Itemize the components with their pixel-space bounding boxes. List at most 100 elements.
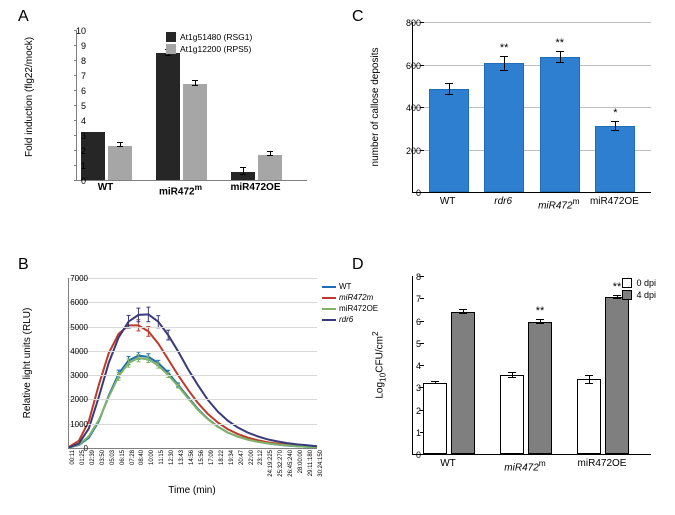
significance-marker: * <box>595 107 635 119</box>
panel-b-ytick: 2000 <box>48 395 88 404</box>
panel-b-xtick: 20:47 <box>239 450 245 465</box>
panel-d-legend: 0 dpi 4 dpi <box>622 278 656 302</box>
panel-b-xtick: 05:03 <box>110 450 116 465</box>
panel-c-xlabel: miR472OE <box>586 196 642 207</box>
panel-d-ytick: 7 <box>385 294 421 304</box>
panel-d-ytick: 6 <box>385 317 421 327</box>
panel-d-ytick: 1 <box>385 428 421 438</box>
legend-item: 0 dpi <box>622 278 656 288</box>
panel-b-xtick: 02:39 <box>90 450 96 465</box>
panel-c-ytick: 600 <box>385 61 421 71</box>
panel-b-xtick: 07:28 <box>130 450 136 465</box>
panel-b-xtick: 13:43 <box>179 450 185 465</box>
panel-b: Relative light units (RLU) 00:1101:2502:… <box>22 270 338 505</box>
significance-marker: ** <box>484 42 524 54</box>
panel-b-ytick: 7000 <box>48 274 88 283</box>
panel-b-plot <box>68 278 317 449</box>
panel-b-lines <box>69 278 317 448</box>
panel-b-xtick: 15:56 <box>199 450 205 465</box>
panel-b-xtick: 30:24:150 <box>318 450 324 477</box>
panel-a-ytick: 9 <box>52 41 86 51</box>
panel-c-xlabel: miR472m <box>531 196 587 211</box>
panel-a-ytick: 4 <box>52 116 86 126</box>
panel-b-xtick: 25:32:270 <box>278 450 284 477</box>
panel-c-xlabel: WT <box>420 196 476 207</box>
panel-b-xtick: 06:15 <box>120 450 126 465</box>
panel-a-ylabel: Fold induction (flg22/mock) <box>24 22 35 172</box>
panel-a-ytick: 6 <box>52 86 86 96</box>
bar <box>258 155 282 181</box>
panel-d-ytick: 3 <box>385 383 421 393</box>
panel-c-plot: ***** <box>412 22 651 193</box>
bar <box>156 53 180 180</box>
panel-c-ytick: 0 <box>385 188 421 198</box>
panel-a-ytick: 2 <box>52 146 86 156</box>
panel-b-xtick: 17:09 <box>209 450 215 465</box>
bar <box>423 383 447 454</box>
panel-b-xticks: 00:1101:2502:3903:5005:0306:1507:2808:40… <box>68 450 316 490</box>
panel-a-xlabel: miR472m <box>155 182 206 197</box>
line-miR472m <box>69 325 317 447</box>
panel-a-ytick: 3 <box>52 131 86 141</box>
panel-a-xlabel: WT <box>80 182 131 193</box>
line-rdr6 <box>69 314 317 447</box>
panel-c: number of callose deposits ***** 0200400… <box>372 14 662 224</box>
bar <box>595 126 635 192</box>
panel-b-ytick: 0 <box>48 444 88 453</box>
panel-b-ytick: 5000 <box>48 323 88 332</box>
bar <box>605 297 629 454</box>
panel-b-xtick: 19:34 <box>229 450 235 465</box>
panel-a-legend: At1g51480 (RSG1)At1g12200 (RPS5) <box>166 32 252 56</box>
panel-d-xlabel: miR472OE <box>570 458 634 469</box>
panel-b-xtick: 08:40 <box>139 450 145 465</box>
bar <box>500 375 524 454</box>
panel-a: Fold induction (flg22/mock) At1g51480 (R… <box>38 22 318 202</box>
panel-b-xtick: 10:00 <box>149 450 155 465</box>
panel-d-xlabel: WT <box>416 458 480 469</box>
bar <box>108 146 132 181</box>
panel-a-ytick: 10 <box>52 26 86 36</box>
panel-c-ytick: 200 <box>385 146 421 156</box>
bar <box>429 89 469 192</box>
bar <box>451 312 475 454</box>
legend-item: 4 dpi <box>622 290 656 300</box>
panel-a-ytick: 1 <box>52 161 86 171</box>
panel-d-label: D <box>352 256 364 274</box>
panel-d-plot: **** <box>412 276 651 455</box>
panel-c-xlabel: rdr6 <box>475 196 531 207</box>
panel-b-xtick: 14:56 <box>189 450 195 465</box>
panel-b-xtick: 28:00:00 <box>298 450 304 473</box>
panel-d-xlabel: miR472m <box>493 458 557 473</box>
bar <box>528 322 552 454</box>
significance-marker: ** <box>528 305 552 317</box>
panel-b-ytick: 4000 <box>48 347 88 356</box>
figure: A B C D Fold induction (flg22/mock) At1g… <box>0 0 675 515</box>
panel-d-ytick: 8 <box>385 272 421 282</box>
panel-b-ylabel: Relative light units (RLU) <box>22 278 33 448</box>
significance-marker: ** <box>540 37 580 49</box>
panel-c-ylabel: number of callose deposits <box>370 22 381 192</box>
panel-b-xtick: 12:30 <box>169 450 175 465</box>
panel-b-xtick: 11:15 <box>159 450 165 465</box>
panel-b-xtick: 29:11:180 <box>308 450 314 476</box>
bar <box>540 57 580 192</box>
panel-b-xlabel: Time (min) <box>68 485 316 496</box>
bar <box>183 84 207 180</box>
panel-b-xtick: 23:12 <box>258 450 264 465</box>
panel-b-xtick: 18:22 <box>219 450 225 465</box>
panel-b-xtick: 03:50 <box>100 450 106 465</box>
panel-b-xtick: 22:00 <box>249 450 255 465</box>
panel-c-label: C <box>352 8 364 26</box>
panel-b-ytick: 6000 <box>48 298 88 307</box>
panel-c-ytick: 400 <box>385 103 421 113</box>
panel-a-ytick: 5 <box>52 101 86 111</box>
panel-b-xtick: 24:19:225 <box>268 450 274 477</box>
panel-d-ytick: 5 <box>385 339 421 349</box>
bar <box>484 63 524 192</box>
panel-a-xlabel: miR472OE <box>230 182 281 193</box>
panel-b-xtick: 26:45:240 <box>288 450 294 477</box>
panel-a-ytick: 7 <box>52 71 86 81</box>
bar <box>577 379 601 454</box>
panel-b-ytick: 3000 <box>48 371 88 380</box>
legend-item: At1g12200 (RPS5) <box>166 44 252 54</box>
